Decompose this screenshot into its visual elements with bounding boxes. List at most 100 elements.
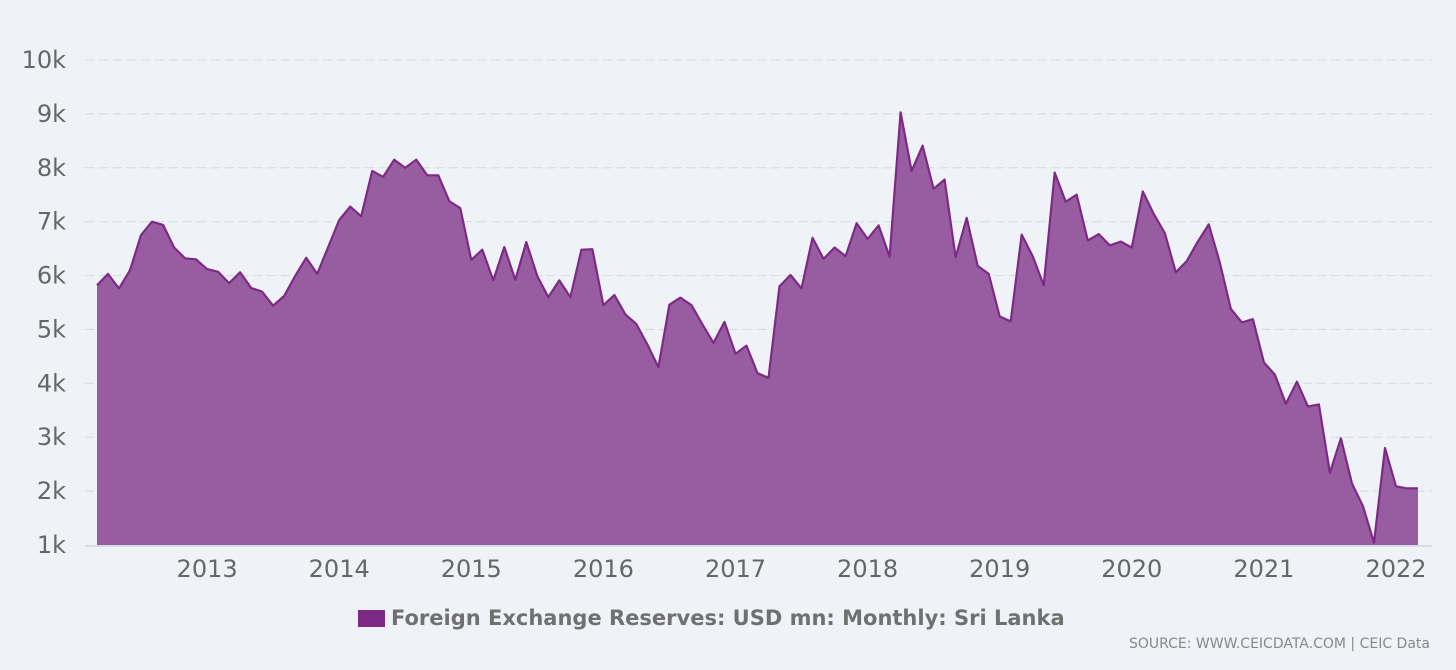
data-point[interactable] <box>953 255 958 260</box>
data-point[interactable] <box>524 240 529 245</box>
data-point[interactable] <box>931 186 936 191</box>
data-point[interactable] <box>1405 486 1410 491</box>
data-point[interactable] <box>623 312 628 317</box>
data-point[interactable] <box>865 236 870 241</box>
data-point[interactable] <box>95 283 100 288</box>
data-point[interactable] <box>161 222 166 227</box>
data-point[interactable] <box>469 257 474 262</box>
data-point[interactable] <box>172 245 177 250</box>
data-point[interactable] <box>832 245 837 250</box>
data-point[interactable] <box>117 286 122 291</box>
data-point[interactable] <box>1118 239 1123 244</box>
data-point[interactable] <box>1394 484 1399 489</box>
data-point[interactable] <box>733 351 738 356</box>
data-point[interactable] <box>898 110 903 115</box>
data-point[interactable] <box>634 322 639 327</box>
data-point[interactable] <box>645 342 650 347</box>
data-point[interactable] <box>392 157 397 162</box>
data-point[interactable] <box>205 267 210 272</box>
data-point[interactable] <box>1030 254 1035 259</box>
data-point[interactable] <box>1184 259 1189 264</box>
data-point[interactable] <box>920 143 925 148</box>
series-line[interactable] <box>96 111 1418 544</box>
data-point[interactable] <box>1316 402 1321 407</box>
data-point[interactable] <box>909 169 914 174</box>
data-point[interactable] <box>1327 470 1332 475</box>
data-point[interactable] <box>678 295 683 300</box>
data-point[interactable] <box>249 285 254 290</box>
data-point[interactable] <box>436 173 441 178</box>
data-point[interactable] <box>337 218 342 223</box>
data-point[interactable] <box>1074 192 1079 197</box>
data-point[interactable] <box>106 271 111 276</box>
data-point[interactable] <box>216 269 221 274</box>
data-point[interactable] <box>689 303 694 308</box>
data-point[interactable] <box>513 277 518 282</box>
data-point[interactable] <box>1416 486 1421 491</box>
data-point[interactable] <box>1217 260 1222 265</box>
data-point[interactable] <box>128 268 133 273</box>
data-point[interactable] <box>502 245 507 250</box>
data-point[interactable] <box>854 221 859 226</box>
data-point[interactable] <box>986 271 991 276</box>
data-point[interactable] <box>293 274 298 279</box>
data-point[interactable] <box>568 295 573 300</box>
data-point[interactable] <box>546 295 551 300</box>
data-point[interactable] <box>1107 243 1112 248</box>
data-point[interactable] <box>1195 239 1200 244</box>
data-point[interactable] <box>139 233 144 238</box>
data-point[interactable] <box>326 245 331 250</box>
data-point[interactable] <box>777 284 782 289</box>
data-point[interactable] <box>876 223 881 228</box>
data-point[interactable] <box>260 289 265 294</box>
data-point[interactable] <box>1239 320 1244 325</box>
data-point[interactable] <box>1283 401 1288 406</box>
data-point[interactable] <box>1140 189 1145 194</box>
data-point[interactable] <box>1294 379 1299 384</box>
data-point[interactable] <box>183 256 188 261</box>
data-point[interactable] <box>271 303 276 308</box>
data-point[interactable] <box>1261 360 1266 365</box>
data-point[interactable] <box>1206 222 1211 227</box>
data-point[interactable] <box>1272 372 1277 377</box>
data-point[interactable] <box>964 215 969 220</box>
data-point[interactable] <box>843 254 848 259</box>
data-point[interactable] <box>766 375 771 380</box>
data-point[interactable] <box>810 235 815 240</box>
data-point[interactable] <box>1173 270 1178 275</box>
data-point[interactable] <box>1228 307 1233 312</box>
data-point[interactable] <box>1019 232 1024 237</box>
data-point[interactable] <box>1085 238 1090 243</box>
data-point[interactable] <box>1063 199 1068 204</box>
data-point[interactable] <box>557 278 562 283</box>
data-point[interactable] <box>447 199 452 204</box>
data-point[interactable] <box>755 371 760 376</box>
data-point[interactable] <box>491 278 496 283</box>
data-point[interactable] <box>579 247 584 252</box>
data-point[interactable] <box>711 340 716 345</box>
data-point[interactable] <box>942 177 947 182</box>
data-point[interactable] <box>1052 170 1057 175</box>
data-point[interactable] <box>1041 283 1046 288</box>
data-point[interactable] <box>238 270 243 275</box>
data-point[interactable] <box>1338 436 1343 441</box>
data-point[interactable] <box>348 204 353 209</box>
data-point[interactable] <box>799 286 804 291</box>
data-point[interactable] <box>1129 245 1134 250</box>
data-point[interactable] <box>1162 231 1167 236</box>
data-point[interactable] <box>612 293 617 298</box>
data-point[interactable] <box>997 314 1002 319</box>
data-point[interactable] <box>227 281 232 286</box>
data-point[interactable] <box>1361 504 1366 509</box>
data-point[interactable] <box>722 319 727 324</box>
data-point[interactable] <box>359 214 364 219</box>
data-point[interactable] <box>1250 317 1255 322</box>
source-credit[interactable]: SOURCE: WWW.CEICDATA.COM | CEIC Data <box>1128 636 1430 652</box>
data-point[interactable] <box>1350 481 1355 486</box>
data-point[interactable] <box>425 173 430 178</box>
data-point[interactable] <box>414 157 419 162</box>
data-point[interactable] <box>887 254 892 259</box>
data-point[interactable] <box>304 255 309 260</box>
data-point[interactable] <box>656 365 661 370</box>
data-point[interactable] <box>1372 540 1377 545</box>
